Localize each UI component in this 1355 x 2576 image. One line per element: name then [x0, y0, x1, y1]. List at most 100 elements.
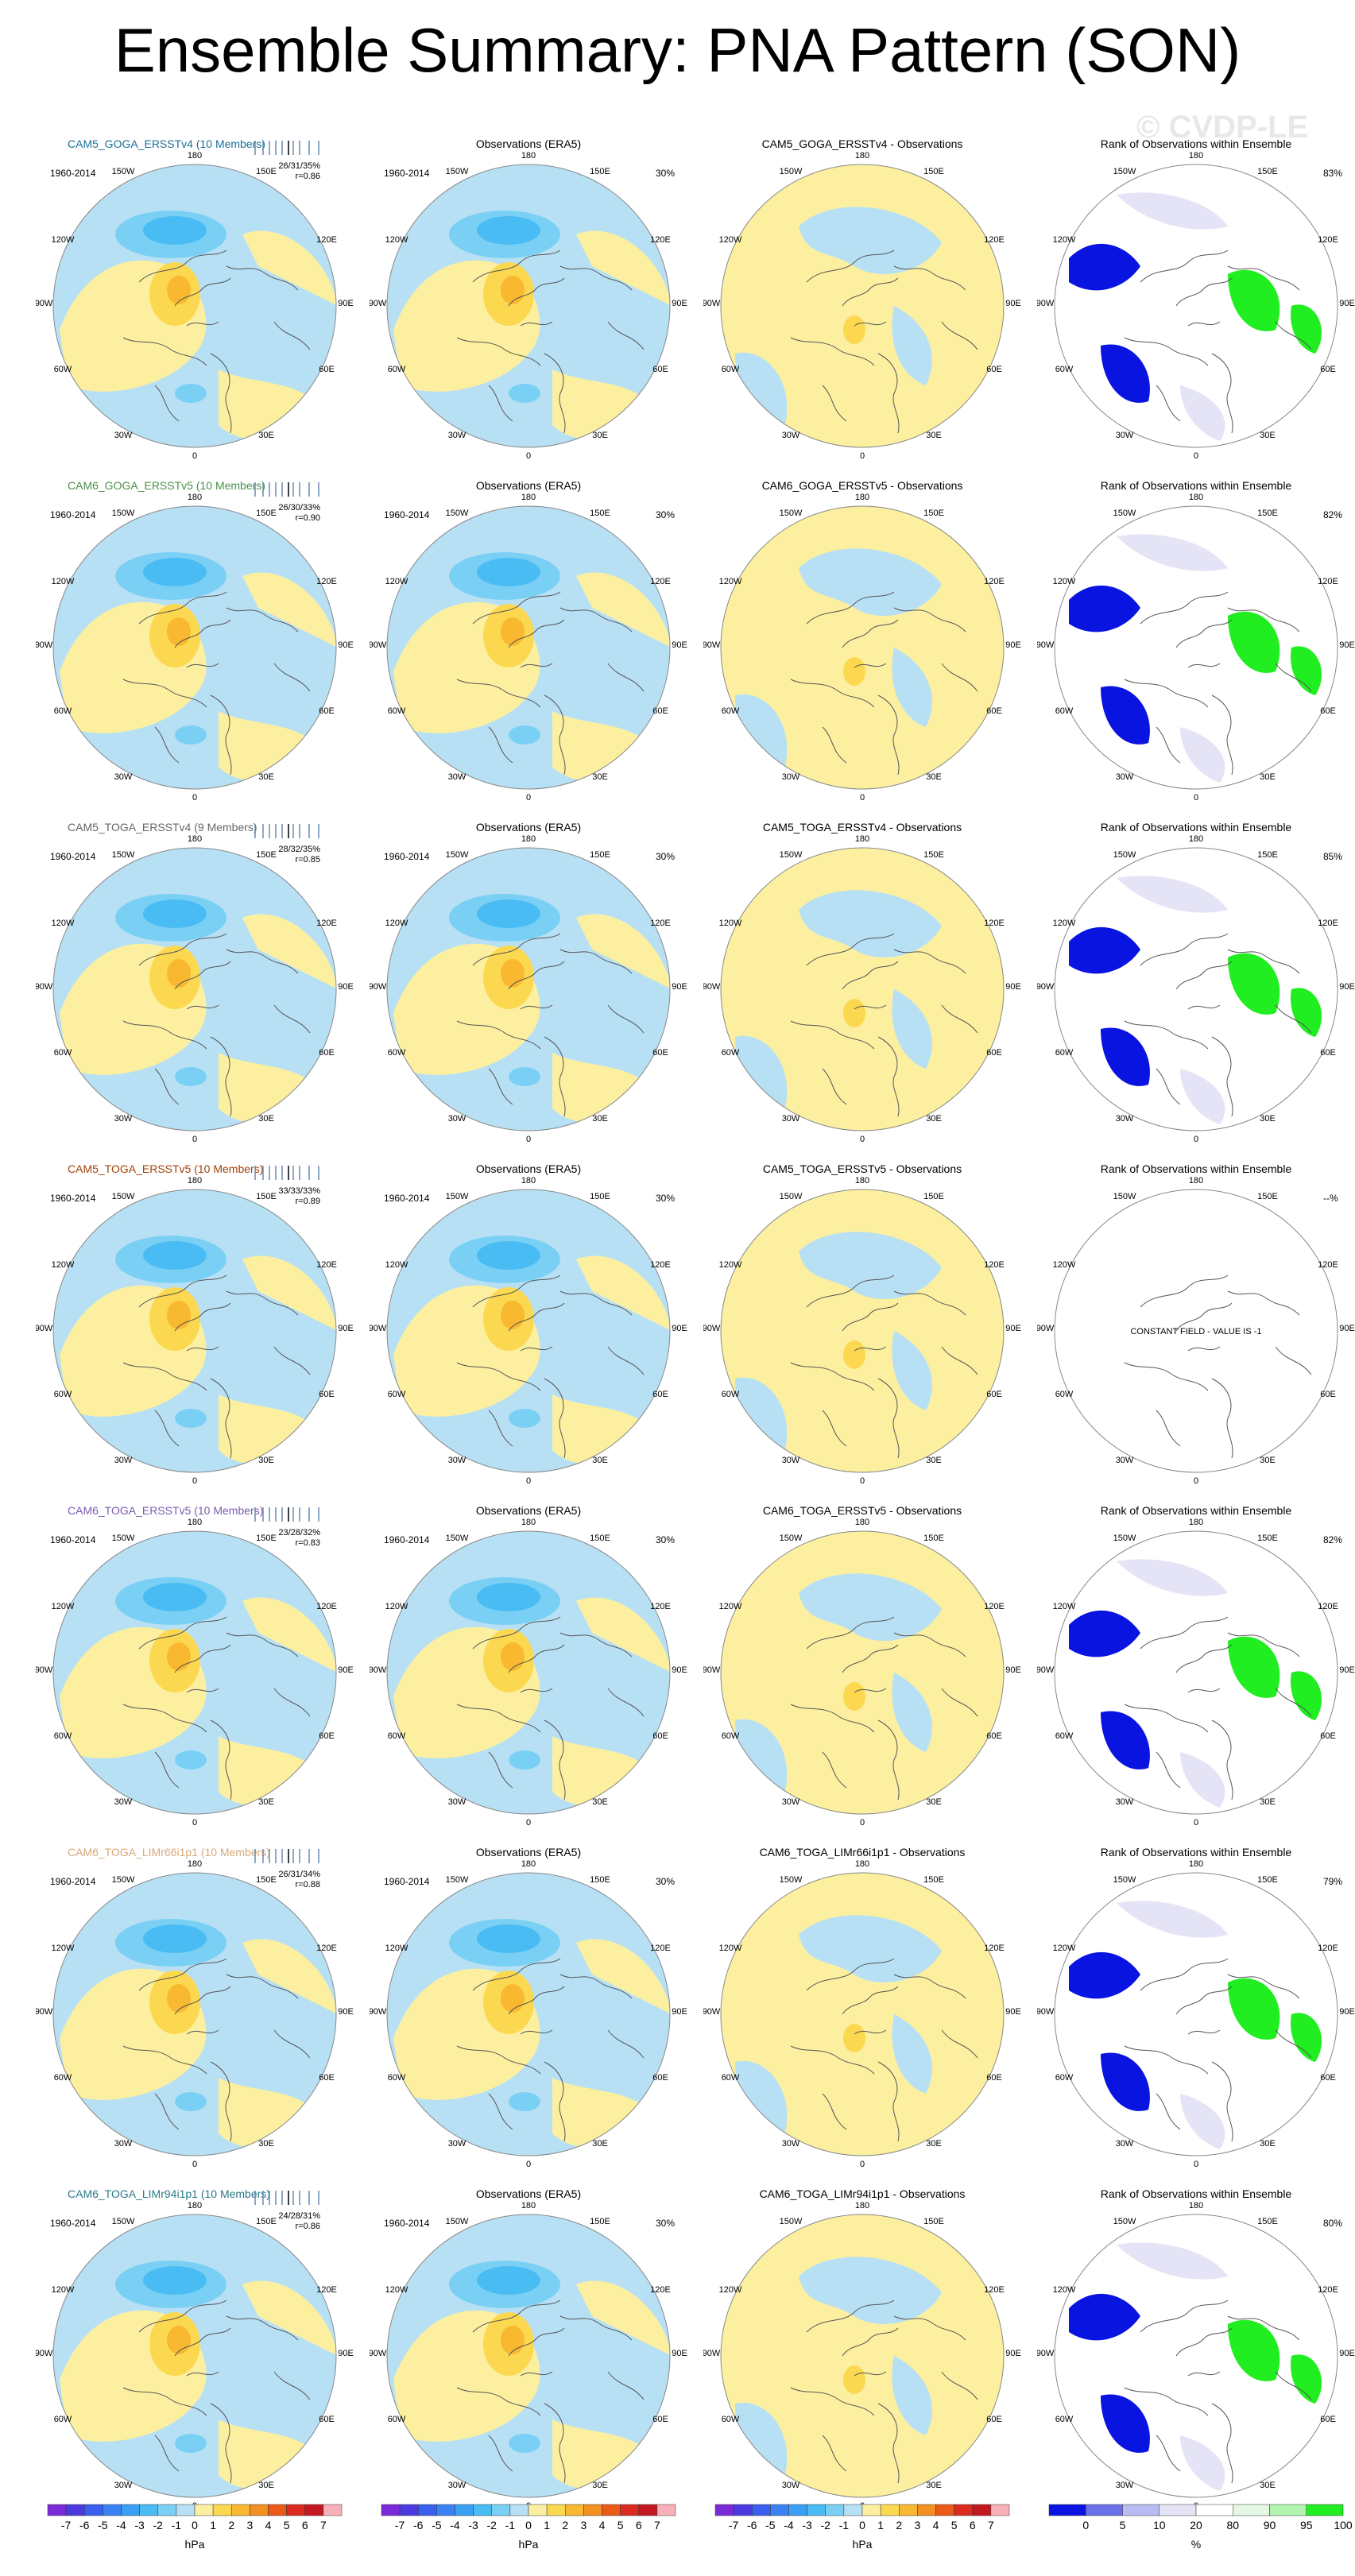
coastline — [1275, 321, 1312, 350]
lon-label-e90: 90E — [1005, 1665, 1021, 1675]
lon-label-w150: 150W — [780, 850, 803, 860]
colorbar-swatch — [231, 2504, 250, 2516]
coastline — [1275, 663, 1312, 692]
lon-label-w90: 90W — [36, 982, 53, 992]
colorbar-swatch — [752, 2504, 771, 2516]
colorbar-tick-label: 7 — [987, 2519, 994, 2532]
coastline — [1175, 961, 1233, 990]
coastline — [806, 1274, 895, 1308]
lon-label-w90: 90W — [1037, 1665, 1055, 1675]
lon-label-w120: 120W — [719, 1602, 742, 1611]
lon-label-e60: 60E — [986, 365, 1002, 374]
colorbar-swatch — [861, 2504, 881, 2516]
coastline — [186, 321, 219, 327]
lon-label-w90: 90W — [1037, 2007, 1055, 2017]
lon-label-w120: 120W — [1053, 235, 1076, 245]
observation-map: 180 150W 150E 120W 120E 90W 90E 60W 60E 30W 30E 0 — [370, 1176, 687, 1486]
period-label: 1960-2014 — [50, 2218, 96, 2229]
coastline — [877, 1719, 900, 1800]
colorbar-swatch — [84, 2504, 103, 2516]
coastline — [559, 1632, 633, 1657]
member-spread-ticks — [254, 482, 319, 497]
rank-title: Rank of Observations within Ensemble — [1100, 1162, 1292, 1175]
difference-title: CAM6_GOGA_ERSSTv5 - Observations — [761, 479, 963, 492]
rank-percent: 85% — [1323, 851, 1343, 862]
colorbar-swatch — [770, 2504, 789, 2516]
coastline — [806, 933, 895, 966]
ensemble-stats: 26/31/35% r=0.86 — [241, 161, 320, 182]
coastline — [1175, 1302, 1233, 1332]
coastline — [854, 663, 887, 668]
lon-label-n0: 0 — [526, 2160, 531, 2169]
coastline — [842, 2327, 899, 2357]
observation-percent: 30% — [656, 1534, 676, 1545]
coastline — [226, 2315, 299, 2341]
colorbar-tick-label: 95 — [1299, 2519, 1313, 2532]
coastline — [186, 1688, 219, 1693]
colorbar-tick-label: -5 — [98, 2519, 108, 2532]
coastline — [1227, 1974, 1300, 1999]
difference-panel: CAM6_GOGA_ERSSTv5 - Observations 180 150W 1… — [703, 473, 1021, 806]
lon-label-n0: 0 — [526, 793, 531, 803]
coastline — [122, 1704, 207, 1733]
coastline — [456, 337, 541, 366]
coastline — [1124, 679, 1209, 708]
period-label: 1960-2014 — [50, 851, 96, 862]
lon-label-e90: 90E — [672, 299, 687, 308]
rank-percent: 83% — [1323, 168, 1343, 179]
lon-label-w150: 150W — [446, 509, 469, 518]
lon-label-e150: 150E — [1257, 2217, 1278, 2226]
lon-label-w90: 90W — [36, 1665, 53, 1675]
lon-label-e120: 120E — [650, 235, 671, 245]
coastline — [1156, 1410, 1181, 1447]
difference-title: CAM5_TOGA_ERSSTv5 - Observations — [762, 1162, 962, 1175]
lon-label-e30: 30E — [1260, 1114, 1276, 1124]
coastline — [877, 1378, 900, 1459]
lon-label-w60: 60W — [54, 1390, 72, 1399]
coastline — [456, 2387, 541, 2416]
colorbar-tick-label: 1 — [544, 2519, 551, 2532]
lon-label-w150: 150W — [112, 850, 135, 860]
colorbar-tick-label: -3 — [468, 2519, 478, 2532]
colorbar-tick-label: -6 — [79, 2519, 90, 2532]
colorbar-tick-label: 3 — [914, 2519, 921, 2532]
lon-label-w30: 30W — [448, 2139, 467, 2149]
colorbar-swatch — [638, 2504, 658, 2516]
colorbar-swatch — [194, 2504, 214, 2516]
lon-label-w30: 30W — [1116, 431, 1134, 440]
lon-label-n0: 0 — [860, 1476, 865, 1486]
coastline — [893, 1974, 966, 1999]
coastline — [854, 1688, 887, 1693]
ensemble-title: CAM6_TOGA_ERSSTv5 (10 Members) — [68, 1504, 264, 1517]
period-label: 1960-2014 — [50, 1193, 96, 1204]
observation-panel: Observations (ERA5) 1960-2014 30% 180 150W 15… — [370, 131, 687, 465]
lon-label-e90: 90E — [338, 1665, 354, 1675]
lon-label-n180: 180 — [521, 2201, 536, 2210]
lon-label-e120: 120E — [316, 1602, 337, 1611]
ensemble-mean-map: 180 150W 150E 120W 120E 90W 90E 60W 60E 30W 30E 0 — [36, 1859, 354, 2169]
lon-label-w60: 60W — [54, 2415, 72, 2424]
lon-label-e120: 120E — [650, 1602, 671, 1611]
observation-title: Observations (ERA5) — [475, 1504, 582, 1517]
lon-label-e120: 120E — [1318, 1602, 1338, 1611]
coastline — [544, 1719, 566, 1800]
coastline — [559, 265, 633, 291]
rank-map: 180 150W 150E 120W 120E 90W 90E 60W 60E 30W 30E 0 — [1037, 151, 1355, 461]
lon-label-e150: 150E — [923, 509, 944, 518]
ensemble-title: CAM6_TOGA_LIMr66i1p1 (10 Members) — [68, 1846, 270, 1859]
colorbar-swatch — [990, 2504, 1010, 2516]
lon-label-w30: 30W — [448, 1456, 467, 1465]
lon-label-w60: 60W — [722, 2415, 740, 2424]
lon-label-e60: 60E — [652, 706, 668, 716]
colorbar-tick-label: -4 — [784, 2519, 794, 2532]
lon-label-e120: 120E — [316, 235, 337, 245]
lon-label-e150: 150E — [256, 850, 277, 860]
lon-label-e120: 120E — [1318, 1944, 1338, 1953]
colorbar-tick-label: -3 — [134, 2519, 145, 2532]
lon-label-n180: 180 — [1189, 1859, 1203, 1869]
lon-label-e60: 60E — [1320, 2415, 1336, 2424]
lon-label-w120: 120W — [385, 1602, 408, 1611]
coastline — [806, 1616, 895, 1650]
lon-label-n180: 180 — [188, 1176, 202, 1186]
ensemble-panel: CAM5_TOGA_ERSSTv4 (9 Members) 1960-2014 28… — [36, 814, 354, 1148]
